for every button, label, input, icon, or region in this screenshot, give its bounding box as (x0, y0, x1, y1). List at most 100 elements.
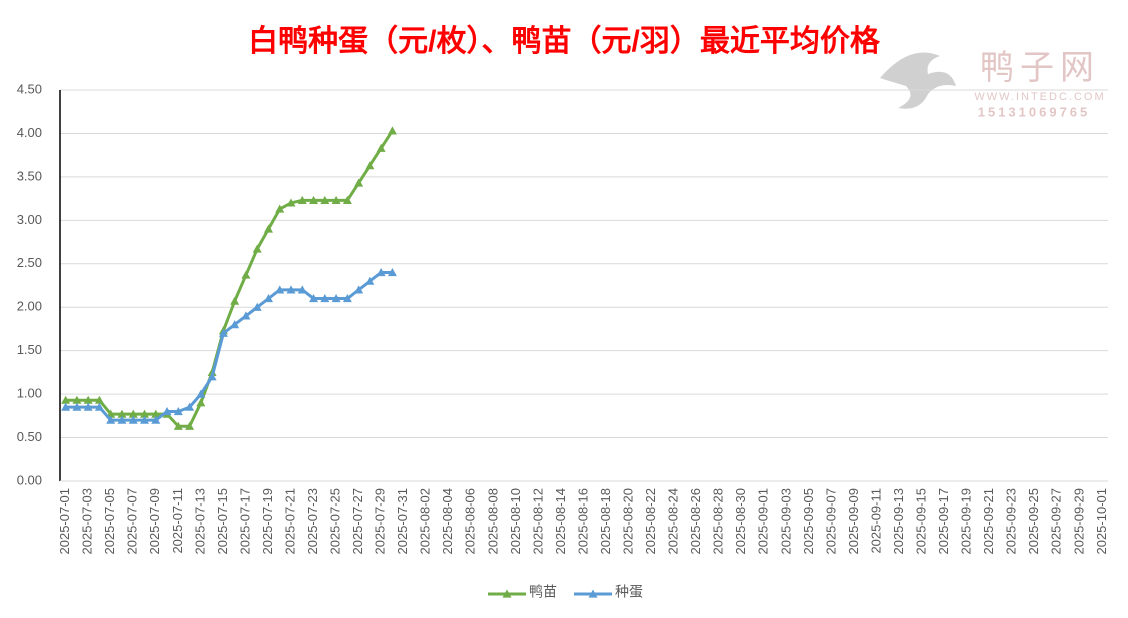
x-tick-label: 2025-07-03 (80, 488, 95, 555)
x-tick-label: 2025-09-21 (981, 488, 996, 555)
point-marker (83, 402, 93, 411)
x-tick-label: 2025-10-01 (1094, 488, 1109, 555)
watermark-phone: 15131069765 (978, 104, 1091, 119)
x-tick-label: 2025-07-31 (395, 488, 410, 555)
point-marker (365, 276, 375, 285)
point-marker (241, 311, 251, 320)
point-marker (309, 294, 319, 303)
point-marker (354, 178, 364, 187)
x-tick-label: 2025-08-06 (463, 488, 478, 555)
point-marker (297, 285, 307, 294)
point-marker (286, 285, 296, 294)
y-tick-label: 3.50 (17, 168, 42, 183)
watermark-url: WWW.INTEDC.COM (974, 91, 1105, 103)
point-marker (309, 195, 319, 204)
point-marker (331, 195, 341, 204)
point-marker (140, 415, 150, 424)
watermark-name: 鸭子网 (980, 49, 1100, 87)
point-marker (106, 415, 116, 424)
x-tick-label: 2025-07-27 (350, 488, 365, 555)
x-tick-label: 2025-08-16 (575, 488, 590, 555)
x-tick-label: 2025-07-05 (102, 488, 117, 555)
point-marker (140, 409, 150, 418)
point-marker (365, 161, 375, 170)
y-tick-label: 1.50 (17, 342, 42, 357)
point-marker (94, 402, 104, 411)
y-tick-label: 4.50 (17, 81, 42, 96)
point-marker (162, 406, 172, 416)
x-tick-label: 2025-09-13 (891, 488, 906, 555)
legend-marker (588, 589, 598, 598)
x-tick-label: 2025-07-19 (260, 488, 275, 555)
x-tick-label: 2025-07-15 (215, 488, 230, 555)
x-tick-label: 2025-09-05 (801, 488, 816, 555)
point-marker (128, 409, 138, 418)
legend-label: 鸭苗 (529, 584, 557, 600)
point-marker (117, 409, 127, 418)
x-tick-label: 2025-09-01 (756, 488, 771, 555)
point-marker (61, 402, 71, 411)
x-tick-label: 2025-07-13 (192, 488, 207, 555)
point-marker (263, 224, 273, 233)
point-marker (151, 415, 161, 424)
x-tick-label: 2025-07-11 (170, 488, 185, 554)
point-marker (72, 395, 82, 404)
x-tick-label: 2025-08-12 (530, 488, 545, 555)
point-marker (83, 395, 93, 404)
y-tick-label: 3.00 (17, 212, 42, 227)
watermark-logo (880, 52, 956, 109)
point-marker (94, 395, 104, 404)
point-marker (185, 402, 195, 411)
point-marker (342, 294, 352, 303)
legend-marker (502, 589, 512, 598)
chart-title: 白鸭种蛋（元/枚）、鸭苗（元/羽）最近平均价格 (248, 24, 881, 58)
point-marker (387, 126, 397, 135)
point-marker (275, 204, 285, 213)
x-tick-label: 2025-08-20 (621, 488, 636, 555)
point-marker (263, 294, 273, 303)
x-tick-label: 2025-09-17 (936, 488, 951, 555)
point-marker (196, 398, 206, 407)
x-tick-label: 2025-09-07 (823, 488, 838, 555)
legend-label: 种蛋 (615, 584, 643, 600)
point-marker (354, 285, 364, 294)
x-tick-label: 2025-09-15 (914, 488, 929, 555)
x-tick-label: 2025-09-25 (1026, 488, 1041, 555)
x-tick-label: 2025-08-02 (418, 488, 433, 555)
x-tick-label: 2025-07-29 (373, 488, 388, 555)
x-tick-label: 2025-07-17 (237, 488, 252, 555)
x-tick-label: 2025-09-19 (959, 488, 974, 555)
point-marker (128, 415, 138, 424)
point-marker (72, 402, 82, 411)
point-marker (241, 270, 251, 279)
x-tick-label: 2025-09-29 (1071, 488, 1086, 555)
y-tick-label: 2.50 (17, 255, 42, 270)
point-marker (173, 421, 183, 430)
point-marker (230, 320, 240, 329)
point-marker (286, 198, 296, 207)
x-tick-label: 2025-08-22 (643, 488, 658, 555)
point-marker (376, 143, 386, 152)
point-marker (320, 195, 330, 204)
point-marker (61, 395, 71, 404)
x-tick-label: 2025-09-11 (868, 488, 883, 554)
x-tick-label: 2025-08-30 (733, 488, 748, 555)
x-tick-label: 2025-08-08 (485, 488, 500, 554)
point-marker (185, 421, 195, 430)
point-marker (320, 294, 330, 303)
x-tick-label: 2025-08-14 (553, 488, 568, 555)
point-marker (252, 244, 262, 253)
x-tick-label: 2025-07-07 (125, 488, 140, 555)
x-tick-label: 2025-09-09 (846, 488, 861, 555)
point-marker (376, 267, 386, 277)
y-tick-label: 1.00 (17, 386, 42, 401)
point-marker (207, 372, 217, 381)
point-marker (297, 195, 307, 204)
point-marker (196, 389, 206, 398)
x-tick-label: 2025-08-28 (711, 488, 726, 555)
x-tick-label: 2025-09-03 (778, 488, 793, 555)
x-tick-label: 2025-07-01 (57, 488, 72, 555)
x-tick-label: 2025-07-23 (305, 488, 320, 555)
